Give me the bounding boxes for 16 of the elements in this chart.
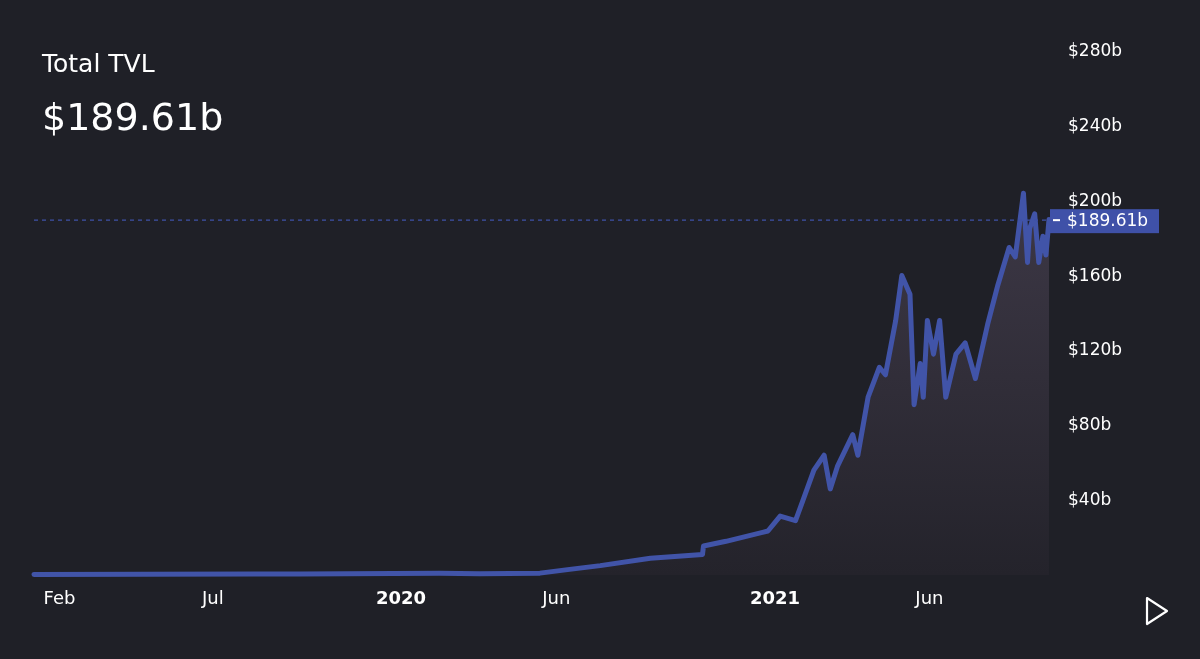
x-tick-label: Jun xyxy=(541,587,571,608)
x-tick-label: 2021 xyxy=(750,587,801,608)
y-tick-label: $160b xyxy=(1068,264,1123,285)
y-tick-label: $120b xyxy=(1068,339,1123,360)
ref-line-label: $189.61b xyxy=(1067,210,1149,231)
y-tick-label: $40b xyxy=(1068,489,1112,510)
x-tick-label: Jun xyxy=(914,587,944,608)
x-tick-label: 2020 xyxy=(375,587,427,608)
y-tick-label: $80b xyxy=(1068,414,1112,435)
y-tick-label: $240b xyxy=(1068,114,1123,135)
y-tick-label: $200b xyxy=(1068,189,1123,210)
x-tick-label: Jul xyxy=(201,587,224,608)
y-tick-label: $280b xyxy=(1068,40,1123,60)
chart-title: Total TVL xyxy=(41,49,155,78)
x-tick-label: Feb xyxy=(43,587,76,608)
text: $189.61b xyxy=(42,95,224,139)
